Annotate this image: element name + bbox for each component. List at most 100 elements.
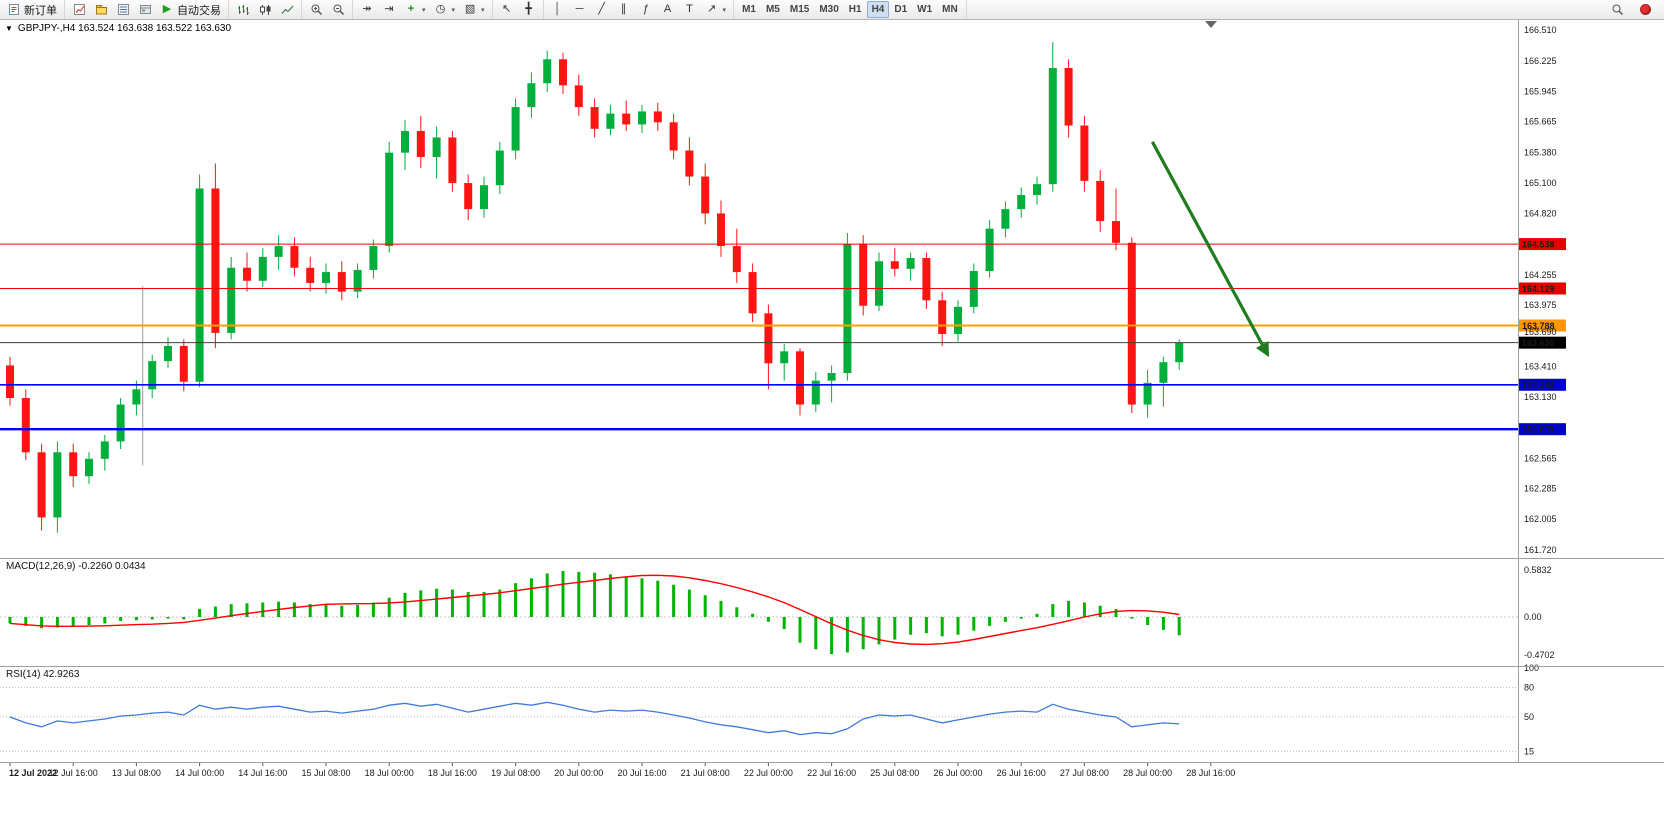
candlestick-mode-button[interactable] — [254, 1, 276, 18]
candle-body — [638, 111, 646, 125]
market-watch-button[interactable] — [112, 1, 134, 18]
candle-body — [132, 389, 141, 405]
candle-body — [748, 272, 757, 314]
timeframe-mn-button[interactable]: MN — [937, 1, 963, 18]
timeframe-h4-button-label: H4 — [871, 4, 885, 15]
candle-body — [306, 267, 315, 283]
support-line-2-badge-text: 162.833 — [1522, 425, 1555, 435]
horizontal-line-button[interactable]: ─ — [569, 1, 591, 18]
price-scale[interactable]: 164.538 164.129 163.788 163.630 163.242 162.8… — [1519, 25, 1566, 756]
chart-tools-group: ↠ ⇥ + ▾ ◷ ▾ ▧ ▾ — [353, 0, 493, 19]
timeframe-m15-button-label: M15 — [789, 4, 810, 15]
vertical-line-button[interactable]: │ — [547, 1, 569, 18]
new-order-button[interactable]: 新订单 — [3, 1, 61, 18]
candle-body — [164, 345, 172, 362]
candle-body — [258, 256, 267, 281]
notifications-button[interactable] — [1634, 1, 1656, 18]
time-scale-label: 26 Jul 00:00 — [933, 768, 982, 778]
indicators-button[interactable]: + ▾ — [400, 1, 430, 18]
timeframe-d1-button[interactable]: D1 — [889, 1, 912, 18]
current-price-line-badge-text: 163.630 — [1522, 338, 1555, 348]
time-scale-label: 18 Jul 16:00 — [428, 768, 477, 778]
candle-body — [448, 137, 457, 184]
label-button[interactable]: T — [679, 1, 701, 18]
terminal-button[interactable] — [134, 1, 156, 18]
candle-body — [653, 111, 662, 123]
trendline-button[interactable]: ╱ — [591, 1, 613, 18]
time-scale-label: 13 Jul 08:00 — [112, 768, 161, 778]
time-scale-label: 28 Jul 16:00 — [1186, 768, 1235, 778]
pivot-line-badge — [1519, 319, 1566, 332]
candle-body — [622, 113, 631, 125]
symbol-ohlc-text: GBPJPY-,H4 163.524 163.638 163.522 163.6… — [17, 23, 232, 34]
timeframe-w1-button[interactable]: W1 — [912, 1, 937, 18]
timeframe-m1-button[interactable]: M1 — [737, 1, 761, 18]
dropdown-arrow-icon: ▾ — [422, 6, 426, 14]
text-button[interactable]: A — [657, 1, 679, 18]
autotrading-button[interactable]: ▶ 自动交易 — [156, 1, 225, 18]
price-scale-label: 164.255 — [1524, 270, 1557, 280]
bar-chart-mode-button[interactable] — [232, 1, 254, 18]
trend-arrow-object[interactable] — [1150, 141, 1270, 358]
price-scale-label: 166.510 — [1524, 25, 1557, 35]
chart-shift-button[interactable]: ⇥ — [378, 1, 400, 18]
zoom-in-button[interactable] — [305, 1, 327, 18]
rsi-line — [9, 701, 1180, 736]
candle-body — [843, 243, 852, 374]
macd-panel[interactable] — [0, 571, 1518, 655]
candle-body — [732, 246, 741, 273]
candle-body — [606, 113, 615, 129]
zoom-group — [302, 0, 353, 19]
line-mode-icon — [280, 3, 294, 17]
candle-body — [432, 137, 441, 158]
candle-body — [495, 150, 504, 186]
candle-body — [195, 188, 204, 382]
main-chart-panel[interactable] — [0, 21, 1518, 533]
candle-body — [543, 59, 552, 84]
timeframe-h1-button[interactable]: H1 — [844, 1, 867, 18]
auto-scroll-button[interactable]: ↠ — [356, 1, 378, 18]
channel-button[interactable]: ∥ — [613, 1, 635, 18]
rsi-panel[interactable] — [0, 687, 1518, 752]
support-line-1-badge — [1519, 378, 1566, 391]
templates-button[interactable]: ▧ ▾ — [459, 1, 489, 18]
macd-scale-label: 0.5832 — [1524, 565, 1552, 575]
timeframe-m5-button[interactable]: M5 — [761, 1, 785, 18]
candle-body — [938, 300, 947, 334]
time-scale-label: 18 Jul 00:00 — [365, 768, 414, 778]
chart-shift-marker[interactable] — [1205, 21, 1217, 28]
search-button[interactable] — [1606, 1, 1628, 18]
price-scale-label: 164.820 — [1524, 208, 1557, 218]
profiles-icon — [94, 3, 108, 17]
cursor-group: ↖ ╋ — [493, 0, 544, 19]
timeframe-m30-button[interactable]: M30 — [814, 1, 843, 18]
line-chart-mode-button[interactable] — [276, 1, 298, 18]
support-line-1-badge-text: 163.242 — [1522, 380, 1555, 390]
resistance-line-2-badge-text: 164.129 — [1522, 284, 1555, 294]
timeframe-m15-button[interactable]: M15 — [785, 1, 814, 18]
candle-body — [954, 306, 962, 334]
time-scale-label: 19 Jul 08:00 — [491, 768, 540, 778]
candle-body — [148, 361, 157, 390]
candle-body — [1017, 195, 1026, 210]
fibonacci-button[interactable]: ƒ — [635, 1, 657, 18]
rsi-scale-label: 100 — [1524, 663, 1539, 673]
chart-mode-group — [229, 0, 302, 19]
candle-body — [69, 452, 78, 477]
periods-button[interactable]: ◷ ▾ — [430, 1, 460, 18]
profiles-button[interactable] — [90, 1, 112, 18]
one-click-trading-toggle-icon[interactable]: ▼ — [5, 24, 13, 33]
zoom-out-button[interactable] — [327, 1, 349, 18]
templates-icon: ▧ — [464, 3, 476, 15]
new-chart-button[interactable] — [68, 1, 90, 18]
candle-body — [37, 452, 46, 518]
timeframe-h4-button[interactable]: H4 — [866, 1, 890, 18]
crosshair-button[interactable]: ╋ — [518, 1, 540, 18]
cursor-button[interactable]: ↖ — [496, 1, 518, 18]
candle-body — [890, 261, 899, 269]
zoom-out-icon — [331, 3, 345, 17]
arrows-button[interactable]: ↗ ▾ — [701, 1, 731, 18]
candle-body — [290, 246, 299, 268]
